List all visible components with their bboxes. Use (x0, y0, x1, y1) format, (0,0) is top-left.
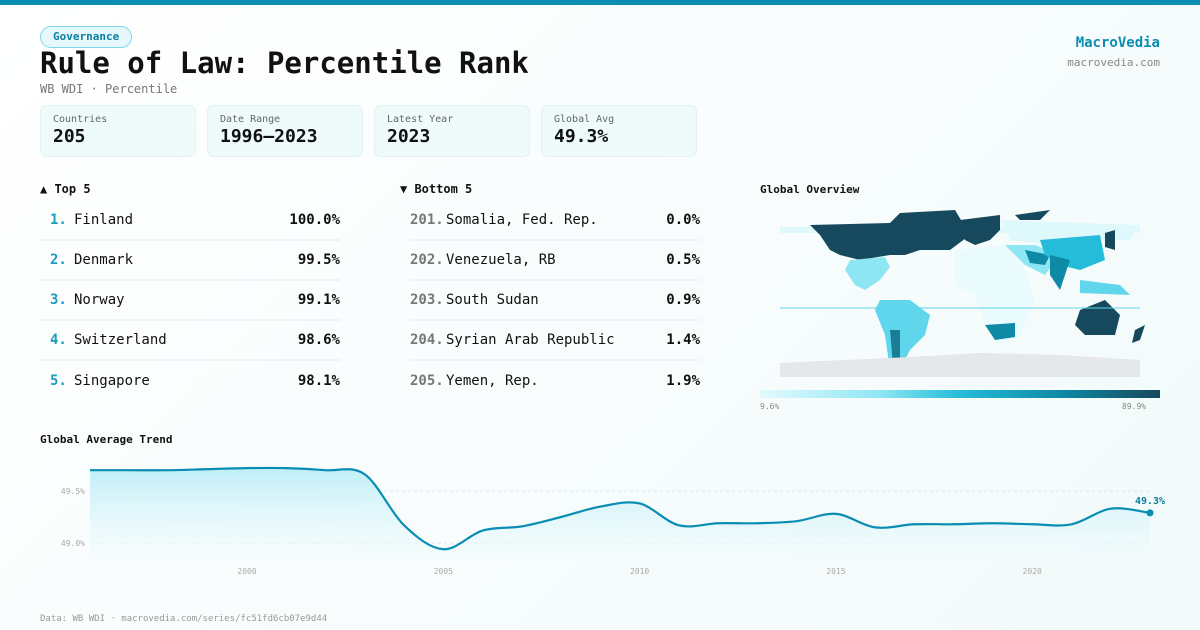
legend-min: 9.6% (760, 402, 780, 411)
top-5-heading: ▲ Top 5 (40, 182, 91, 196)
region-australia[interactable] (1075, 300, 1120, 335)
world-map[interactable] (760, 205, 1160, 380)
region-antarctica (780, 353, 1140, 377)
stat-card-countries: Countries 205 (40, 105, 196, 157)
stat-value: 49.3% (554, 126, 609, 147)
stat-label: Global Avg (554, 114, 615, 125)
region-arabia[interactable] (1025, 250, 1050, 265)
list-item[interactable]: 3. Norway 99.1% (40, 281, 340, 321)
country-value: 98.1% (297, 373, 340, 389)
region-south-america[interactable] (875, 300, 930, 370)
top-5-list: 1. Finland 100.0% 2. Denmark 99.5% 3. Norway 9… (40, 201, 340, 401)
country-value: 0.0% (666, 212, 700, 228)
trend-line (90, 466, 1151, 551)
map-color-legend (760, 390, 1160, 398)
country-name: South Sudan (446, 292, 539, 308)
rank: 2. (50, 252, 67, 268)
region-southern-africa[interactable] (985, 323, 1015, 340)
rank: 5. (50, 373, 67, 389)
region-japan[interactable] (1105, 230, 1115, 250)
trend-chart[interactable]: 49.5% 49.0% 2000 2005 2010 2015 2020 49.3% (0, 450, 1200, 590)
region-india[interactable] (1050, 255, 1070, 290)
bottom-5-list: 201. Somalia, Fed. Rep. 0.0% 202. Venezuela… (410, 201, 700, 401)
stat-value: 2023 (387, 126, 431, 147)
stat-card-date-range: Date Range 1996–2023 (207, 105, 363, 157)
top-accent-bar (0, 0, 1200, 5)
latest-value-label: 49.3% (1135, 496, 1165, 507)
map-heading: Global Overview (760, 183, 860, 196)
x-tick-label: 2005 (434, 567, 453, 576)
stat-label: Date Range (220, 114, 281, 125)
region-new-zealand[interactable] (1132, 325, 1145, 343)
page-title: Rule of Law: Percentile Rank (40, 46, 529, 80)
y-tick-label: 49.5% (61, 487, 85, 496)
country-name: Syrian Arab Republic (446, 332, 615, 348)
country-value: 99.5% (297, 252, 340, 268)
country-value: 0.9% (666, 292, 700, 308)
y-tick-label: 49.0% (61, 539, 85, 548)
list-item[interactable]: 202. Venezuela, RB 0.5% (410, 241, 700, 281)
region-greenland-arc (1015, 210, 1050, 220)
page-subtitle: WB WDI · Percentile (40, 82, 178, 96)
list-item[interactable]: 205. Yemen, Rep. 1.9% (410, 361, 700, 401)
x-tick-label: 2000 (237, 567, 256, 576)
country-name: Switzerland (74, 332, 167, 348)
country-name: Norway (74, 292, 125, 308)
legend-max: 89.9% (1122, 402, 1147, 411)
list-item[interactable]: 203. South Sudan 0.9% (410, 281, 700, 321)
rank: 3. (50, 292, 67, 308)
bottom-5-heading: ▼ Bottom 5 (400, 182, 473, 196)
country-name: Venezuela, RB (446, 252, 556, 268)
list-item[interactable]: 4. Switzerland 98.6% (40, 321, 340, 361)
stat-card-global-avg: Global Avg 49.3% (541, 105, 697, 157)
trend-heading: Global Average Trend (40, 433, 173, 446)
country-value: 1.4% (666, 332, 700, 348)
stat-value: 1996–2023 (220, 126, 318, 147)
stat-label: Latest Year (387, 114, 454, 125)
region-central-america[interactable] (845, 257, 890, 290)
rank: 202. (410, 252, 444, 268)
brand-url[interactable]: macrovedia.com (1067, 56, 1160, 69)
country-value: 100.0% (289, 212, 340, 228)
country-name: Finland (74, 212, 134, 228)
region-africa[interactable] (955, 245, 1035, 345)
country-name: Yemen, Rep. (446, 373, 539, 389)
x-tick-label: 2010 (630, 567, 649, 576)
region-europe[interactable] (960, 215, 1000, 245)
list-item[interactable]: 204. Syrian Arab Republic 1.4% (410, 321, 700, 361)
region-north-america[interactable] (810, 210, 970, 260)
rank: 4. (50, 332, 67, 348)
x-tick-label: 2020 (1023, 567, 1042, 576)
country-value: 99.1% (297, 292, 340, 308)
x-tick-label: 2015 (826, 567, 845, 576)
rank: 204. (410, 332, 444, 348)
brand-logo[interactable]: MacroVedia (1075, 35, 1160, 51)
list-item[interactable]: 201. Somalia, Fed. Rep. 0.0% (410, 201, 700, 241)
stat-label: Countries (53, 114, 108, 125)
country-value: 0.5% (666, 252, 700, 268)
country-name: Somalia, Fed. Rep. (446, 212, 598, 228)
country-name: Denmark (74, 252, 134, 268)
rank: 203. (410, 292, 444, 308)
list-item[interactable]: 1. Finland 100.0% (40, 201, 340, 241)
country-value: 98.6% (297, 332, 340, 348)
list-item[interactable]: 5. Singapore 98.1% (40, 361, 340, 401)
stat-card-latest-year: Latest Year 2023 (374, 105, 530, 157)
region-southeast-asia[interactable] (1080, 280, 1130, 295)
list-item[interactable]: 2. Denmark 99.5% (40, 241, 340, 281)
footer-source: Data: WB WDI · macrovedia.com/series/fc5… (40, 614, 328, 624)
rank: 1. (50, 212, 67, 228)
stat-value: 205 (53, 126, 86, 147)
country-value: 1.9% (666, 373, 700, 389)
region-chile[interactable] (890, 330, 900, 365)
rank: 205. (410, 373, 444, 389)
country-name: Singapore (74, 373, 150, 389)
latest-point (1146, 509, 1154, 517)
category-badge[interactable]: Governance (40, 26, 133, 48)
trend-area (90, 467, 1150, 560)
rank: 201. (410, 212, 444, 228)
